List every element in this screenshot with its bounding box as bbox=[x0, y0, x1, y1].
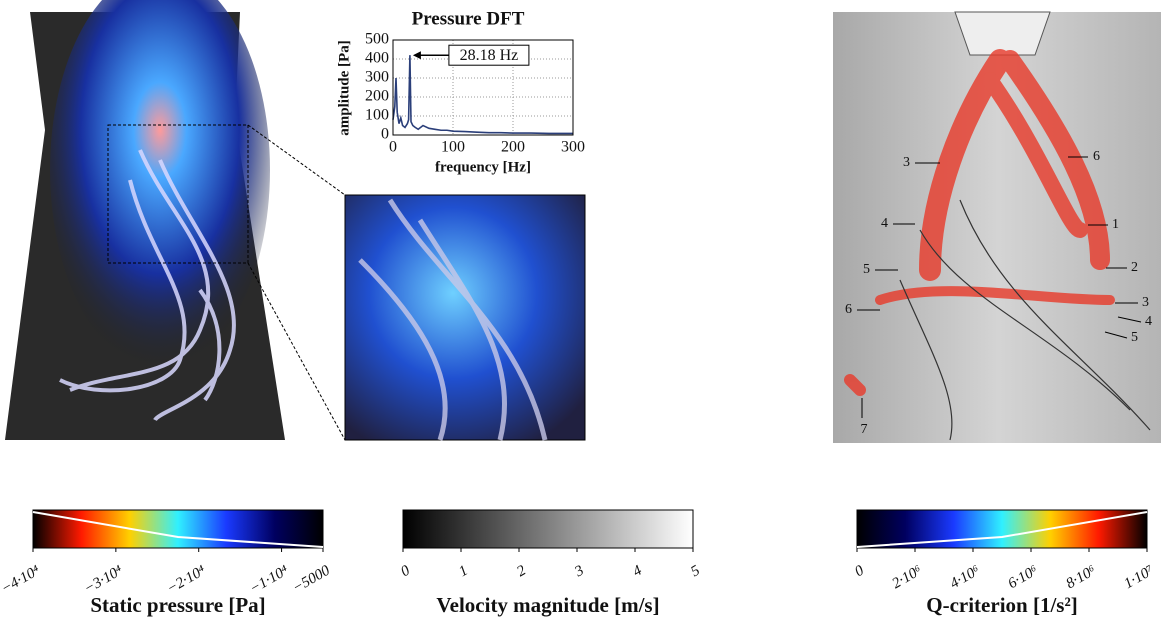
y-tick-label: 400 bbox=[365, 50, 389, 67]
colorbar bbox=[856, 509, 1148, 549]
colorbar-tick-label: 4 bbox=[630, 562, 645, 580]
zoom-streamlines bbox=[358, 198, 548, 441]
colorbar-tick-label: 8·10⁶ bbox=[1063, 563, 1098, 593]
colorbar-tick-label: 2 bbox=[514, 562, 529, 580]
y-tick-label: 300 bbox=[365, 69, 389, 86]
vortex-label: 6 bbox=[1093, 149, 1100, 164]
vortex-lines bbox=[899, 199, 1151, 441]
y-tick-label: 100 bbox=[365, 107, 389, 124]
plot-frame bbox=[392, 39, 574, 136]
opacity-curve bbox=[32, 511, 324, 548]
colorbar-tick-label: 6·10⁶ bbox=[1005, 563, 1040, 593]
vortex-label: 7 bbox=[861, 422, 868, 437]
x-tick-label: 0 bbox=[389, 139, 397, 156]
vortex-label: 5 bbox=[1131, 330, 1138, 345]
colorbar-tick-label: 0 bbox=[398, 562, 413, 580]
y-tick-label: 500 bbox=[365, 31, 389, 48]
y-tick-label: 0 bbox=[381, 126, 389, 143]
annotation-text: 28.18 Hz bbox=[460, 47, 519, 64]
x-axis-label: frequency [Hz] bbox=[435, 159, 531, 175]
vortex-label: 6 bbox=[845, 302, 852, 317]
colorbar-tick-label: 1·10⁷ bbox=[1121, 563, 1156, 593]
vortex-label: 5 bbox=[863, 262, 870, 277]
colorbar-tick-label: 3 bbox=[571, 563, 586, 581]
streamlines bbox=[59, 149, 236, 422]
spectrum-line bbox=[392, 55, 573, 135]
vortex-label: 4 bbox=[1145, 314, 1152, 329]
annotation-arrowhead bbox=[412, 51, 421, 60]
colorbar-tick-label: 1 bbox=[456, 563, 470, 581]
zoom-connector bbox=[247, 262, 346, 441]
zoom-box bbox=[107, 124, 249, 264]
opacity-curve bbox=[856, 511, 1148, 548]
chart-title: Pressure DFT bbox=[412, 8, 525, 29]
x-tick-label: 200 bbox=[501, 139, 525, 156]
colorbar bbox=[32, 509, 324, 549]
colorbar-title: Velocity magnitude [m/s] bbox=[436, 593, 659, 617]
colorbar-tick-label: 5 bbox=[688, 562, 703, 580]
vortex-label: 4 bbox=[881, 216, 888, 231]
colorbar-title: Q-criterion [1/s²] bbox=[926, 593, 1078, 617]
x-tick-label: 300 bbox=[561, 139, 585, 156]
x-tick-label: 100 bbox=[441, 139, 465, 156]
colorbar-tick-label: 0 bbox=[852, 562, 867, 580]
annotation-box bbox=[448, 44, 530, 66]
vortex-label: 3 bbox=[1142, 295, 1149, 310]
vortex-tubes bbox=[844, 49, 1115, 396]
colorbar-tick-label: 4·10⁶ bbox=[947, 563, 982, 593]
y-axis-label: amplitude [Pa] bbox=[336, 40, 352, 135]
colorbar-tick-label: −4·10⁴ bbox=[0, 563, 43, 598]
vortex-labels: 3 6 4 1 5 2 6 3 4 5 7 bbox=[845, 149, 1152, 437]
nozzle bbox=[954, 11, 1051, 56]
vortex-label: 2 bbox=[1131, 260, 1138, 275]
colorbar-tick-label: −5000 bbox=[290, 562, 333, 596]
colorbar-title: Static pressure [Pa] bbox=[90, 593, 265, 617]
colorbar-tick-label: 2·10⁶ bbox=[889, 563, 924, 593]
label-leaders bbox=[857, 156, 1142, 418]
vortex-label: 3 bbox=[903, 155, 910, 170]
colorbar bbox=[402, 509, 694, 549]
y-tick-label: 200 bbox=[365, 88, 389, 105]
vortex-label: 1 bbox=[1112, 217, 1119, 232]
zoom-view bbox=[344, 194, 586, 441]
